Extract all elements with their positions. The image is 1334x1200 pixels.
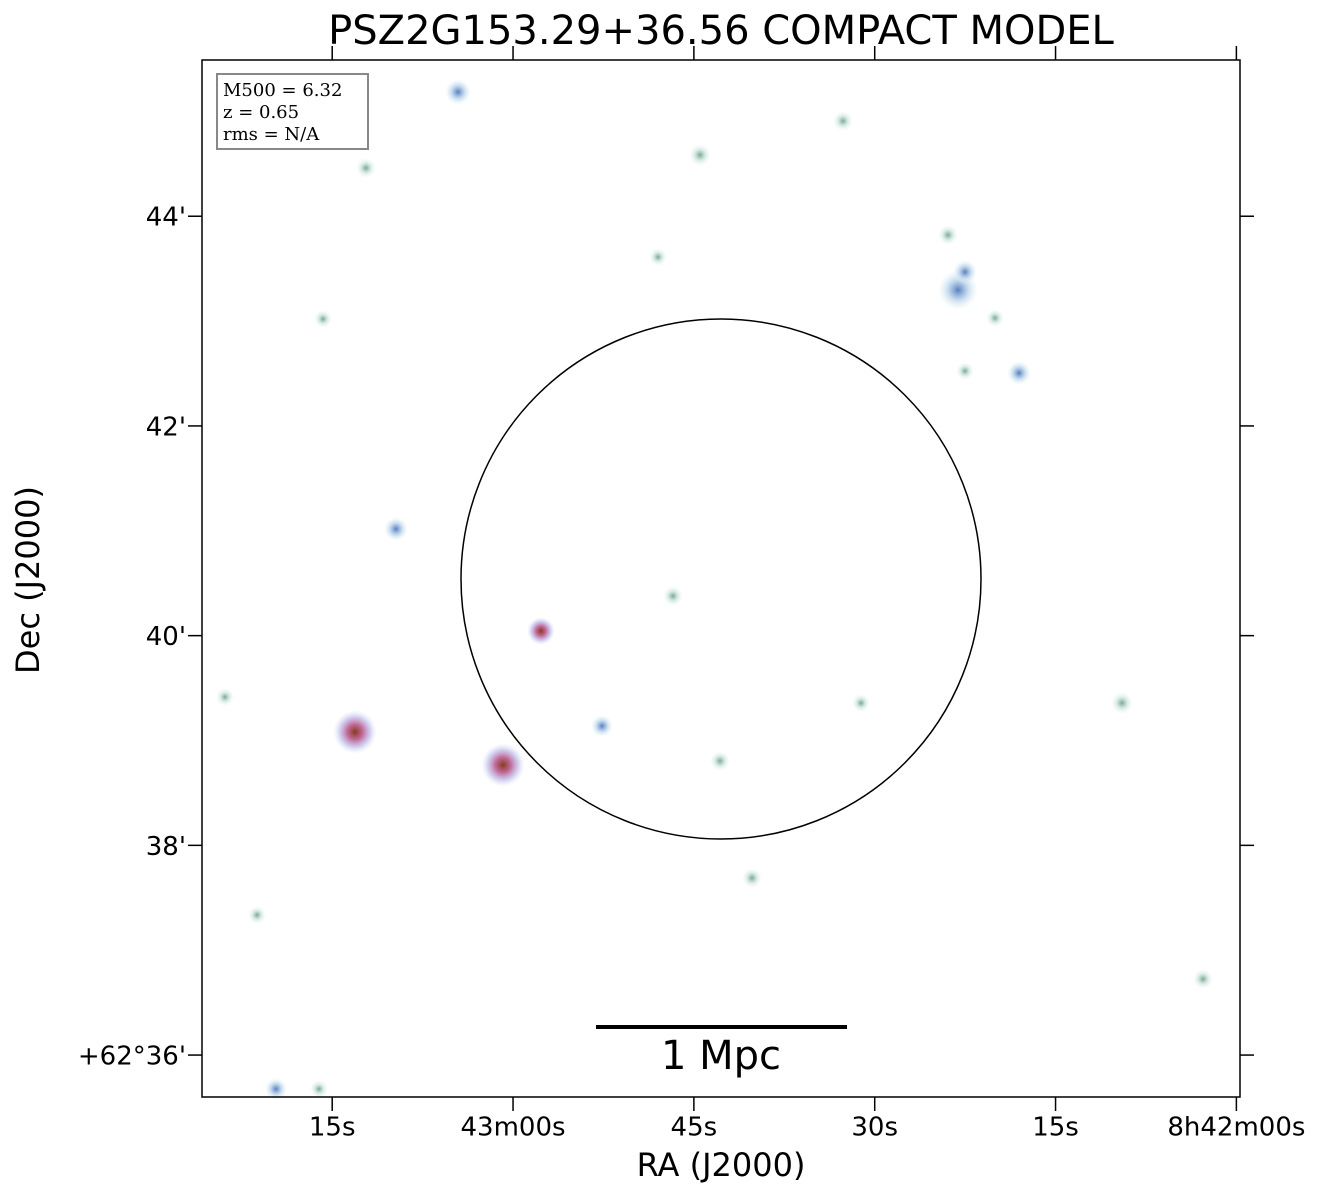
x-axis-label: RA (J2000) xyxy=(637,1146,806,1184)
annotation: z = 0.65 xyxy=(223,102,299,123)
x-tick-label: 30s xyxy=(851,1113,898,1143)
x-tick-label: 45s xyxy=(671,1113,718,1143)
y-axis-label: Dec (J2000) xyxy=(9,486,47,674)
annotation: M500 = 6.32 xyxy=(223,80,342,101)
y-tick-label: 40' xyxy=(146,622,186,652)
y-tick-label: 38' xyxy=(146,832,186,862)
annotation-box xyxy=(216,73,369,150)
scalebar-label: 1 Mpc xyxy=(661,1033,781,1079)
y-tick-label: +62°36' xyxy=(78,1042,186,1072)
x-tick-label: 43m00s xyxy=(461,1113,566,1143)
aperture-circle xyxy=(460,318,982,840)
x-tick-label: 15s xyxy=(1032,1113,1079,1143)
sources xyxy=(216,79,1213,1100)
annotation: rms = N/A xyxy=(223,124,320,145)
chart-title: PSZ2G153.29+36.56 COMPACT MODEL xyxy=(328,8,1114,54)
plot-frame xyxy=(201,59,1241,1098)
x-tick-label: 8h42m00s xyxy=(1167,1113,1305,1143)
y-tick-label: 44' xyxy=(146,203,186,233)
x-tick-label: 15s xyxy=(309,1113,356,1143)
y-tick-label: 42' xyxy=(146,412,186,442)
